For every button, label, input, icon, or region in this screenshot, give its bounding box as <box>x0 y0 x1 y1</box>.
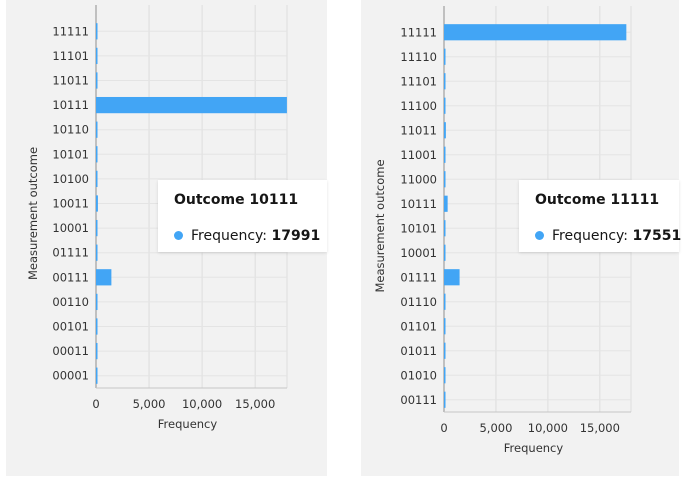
tooltip-label: Frequency: <box>552 228 629 244</box>
bar[interactable] <box>444 342 446 359</box>
bar[interactable] <box>444 269 460 286</box>
bar[interactable] <box>96 23 98 40</box>
bar[interactable] <box>96 195 98 212</box>
y-tick-label: 01101 <box>400 319 437 333</box>
y-tick-label: 11011 <box>52 74 89 88</box>
bar[interactable] <box>444 24 627 41</box>
y-tick-label: 10011 <box>52 197 89 211</box>
y-tick-label: 00111 <box>52 270 89 284</box>
y-tick-label: 11011 <box>400 123 437 137</box>
y-axis-title: Measurement outcome <box>26 147 40 280</box>
bar[interactable] <box>444 171 446 188</box>
y-tick-label: 10001 <box>400 246 437 260</box>
y-axis-title: Measurement outcome <box>373 159 387 292</box>
x-axis-title: Frequency <box>504 441 564 455</box>
tooltip-label: Frequency: <box>191 228 268 244</box>
x-tick-label: 0 <box>92 397 99 411</box>
x-tick-label: 15,000 <box>580 421 620 435</box>
bar[interactable] <box>444 391 446 408</box>
y-tick-label: 00011 <box>52 344 89 358</box>
y-tick-label: 01111 <box>400 270 437 284</box>
bar[interactable] <box>444 122 446 139</box>
x-tick-label: 5,000 <box>479 421 512 435</box>
tooltip-value: 17991 <box>271 228 321 244</box>
x-tick-label: 15,000 <box>235 397 275 411</box>
bar[interactable] <box>444 293 446 310</box>
y-tick-label: 10111 <box>52 98 89 112</box>
x-tick-label: 0 <box>440 421 447 435</box>
tooltip-title: Outcome 11111 <box>535 192 660 208</box>
y-tick-label: 00110 <box>52 295 89 309</box>
tooltip-left: Outcome 10111 Frequency: 17991 <box>158 180 327 252</box>
bar[interactable] <box>96 318 98 335</box>
bar[interactable] <box>444 97 446 114</box>
series-dot-icon <box>174 230 183 240</box>
x-tick-label: 5,000 <box>133 397 166 411</box>
y-tick-label: 00101 <box>52 320 89 334</box>
x-tick-label: 10,000 <box>182 397 222 411</box>
y-tick-label: 01010 <box>400 368 437 382</box>
y-tick-label: 01011 <box>400 344 437 358</box>
y-tick-label: 00001 <box>52 369 89 383</box>
y-tick-label: 11000 <box>400 172 437 186</box>
tooltip-row: Frequency: 17551 <box>535 228 681 244</box>
bar[interactable] <box>96 170 98 188</box>
bar[interactable] <box>444 318 446 335</box>
y-tick-label: 11111 <box>400 25 437 39</box>
bar[interactable] <box>96 96 287 114</box>
y-tick-label: 10110 <box>52 123 89 137</box>
bar[interactable] <box>96 146 98 163</box>
bar[interactable] <box>444 48 446 65</box>
y-tick-label: 00111 <box>400 393 437 407</box>
bar[interactable] <box>444 146 446 163</box>
bar[interactable] <box>444 367 446 384</box>
chart-panel-right: 11111 11110 11101 11100 11011 11001 11000 10111… <box>361 0 681 476</box>
bar[interactable] <box>444 195 448 212</box>
bar[interactable] <box>444 244 446 261</box>
bar[interactable] <box>96 244 98 261</box>
tooltip-value: 17551 <box>632 228 682 244</box>
y-tick-label: 10100 <box>52 172 89 186</box>
bar[interactable] <box>96 367 98 384</box>
y-tick-label: 11101 <box>52 49 89 63</box>
x-axis-title: Frequency <box>158 417 218 431</box>
bar[interactable] <box>96 121 98 138</box>
tooltip-row: Frequency: 17991 <box>174 228 320 244</box>
bar[interactable] <box>444 220 446 237</box>
y-tick-label: 11001 <box>400 148 437 162</box>
y-tick-label: 11100 <box>400 99 437 113</box>
bar[interactable] <box>96 269 112 286</box>
y-tick-label: 10101 <box>52 147 89 161</box>
bar[interactable] <box>96 219 98 237</box>
bar-chart-right: 11111 11110 11101 11100 11011 11001 11000 10111… <box>373 6 632 455</box>
y-tick-label: 01110 <box>400 295 437 309</box>
x-tick-label: 10,000 <box>528 421 568 435</box>
chart-panel-left: 11111 11101 11011 10111 10110 10101 10100 10011… <box>6 0 327 476</box>
y-tick-label: 01111 <box>52 246 89 260</box>
y-tick-label: 10101 <box>400 221 437 235</box>
bar[interactable] <box>96 293 98 311</box>
y-tick-label: 11111 <box>52 24 89 38</box>
tooltip-right: Outcome 11111 Frequency: 17551 <box>519 180 681 252</box>
y-tick-label: 11110 <box>400 50 437 64</box>
y-tick-label: 10001 <box>52 221 89 235</box>
bar[interactable] <box>444 73 446 90</box>
bar[interactable] <box>96 47 98 65</box>
bar[interactable] <box>96 72 98 89</box>
series-dot-icon <box>535 230 544 240</box>
bar[interactable] <box>96 342 98 360</box>
y-tick-label: 10111 <box>400 197 437 211</box>
tooltip-title: Outcome 10111 <box>174 192 299 208</box>
y-tick-label: 11101 <box>400 74 437 88</box>
